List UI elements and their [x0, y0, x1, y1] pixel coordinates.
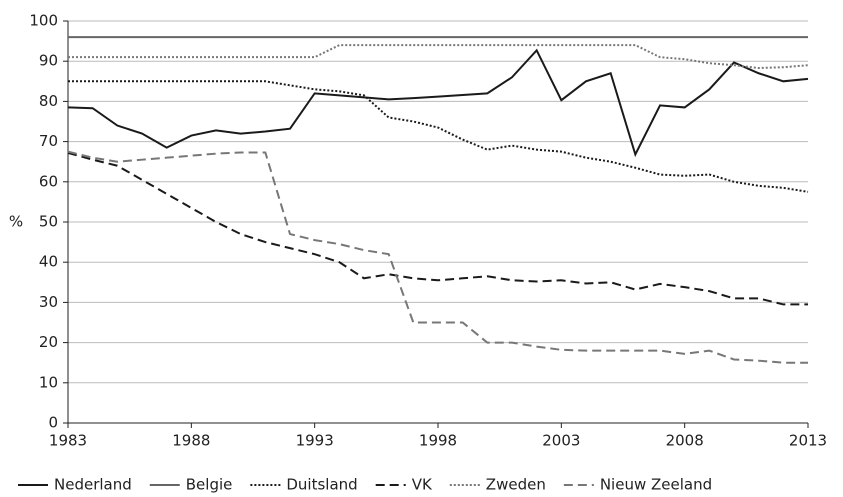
y-axis-label: % [9, 213, 23, 231]
x-tick-label: 2008 [666, 432, 704, 450]
y-tick-label: 20 [39, 333, 58, 351]
legend-label: Nederland [54, 476, 132, 494]
legend-label: Belgie [186, 476, 233, 494]
legend-label: Duitsland [286, 476, 357, 494]
y-tick-label: 50 [39, 213, 58, 231]
series-line [67, 48, 809, 158]
x-tick-label: 1983 [49, 432, 87, 450]
y-tick-label: 90 [39, 52, 58, 70]
y-tick-label: 0 [48, 414, 58, 432]
x-tick-label: 2003 [542, 432, 580, 450]
x-tick-label: 1993 [296, 432, 334, 450]
x-tick-label: 2013 [789, 432, 827, 450]
series-line [68, 80, 809, 193]
series-line [67, 150, 808, 364]
y-tick-label: 40 [39, 253, 58, 271]
series-line [68, 44, 809, 70]
legend-label: Nieuw Zeeland [600, 476, 712, 494]
legend-label: Zweden [486, 476, 546, 494]
y-tick-label: 100 [29, 12, 58, 30]
series-line [67, 151, 808, 306]
x-tick-label: 1988 [172, 432, 210, 450]
y-tick-label: 30 [39, 293, 58, 311]
y-tick-label: 70 [39, 132, 58, 150]
y-tick-label: 60 [39, 172, 58, 190]
y-tick-label: 10 [39, 373, 58, 391]
y-tick-label: 80 [39, 92, 58, 110]
x-tick-label: 1998 [419, 432, 457, 450]
legend-label: VK [412, 476, 433, 494]
